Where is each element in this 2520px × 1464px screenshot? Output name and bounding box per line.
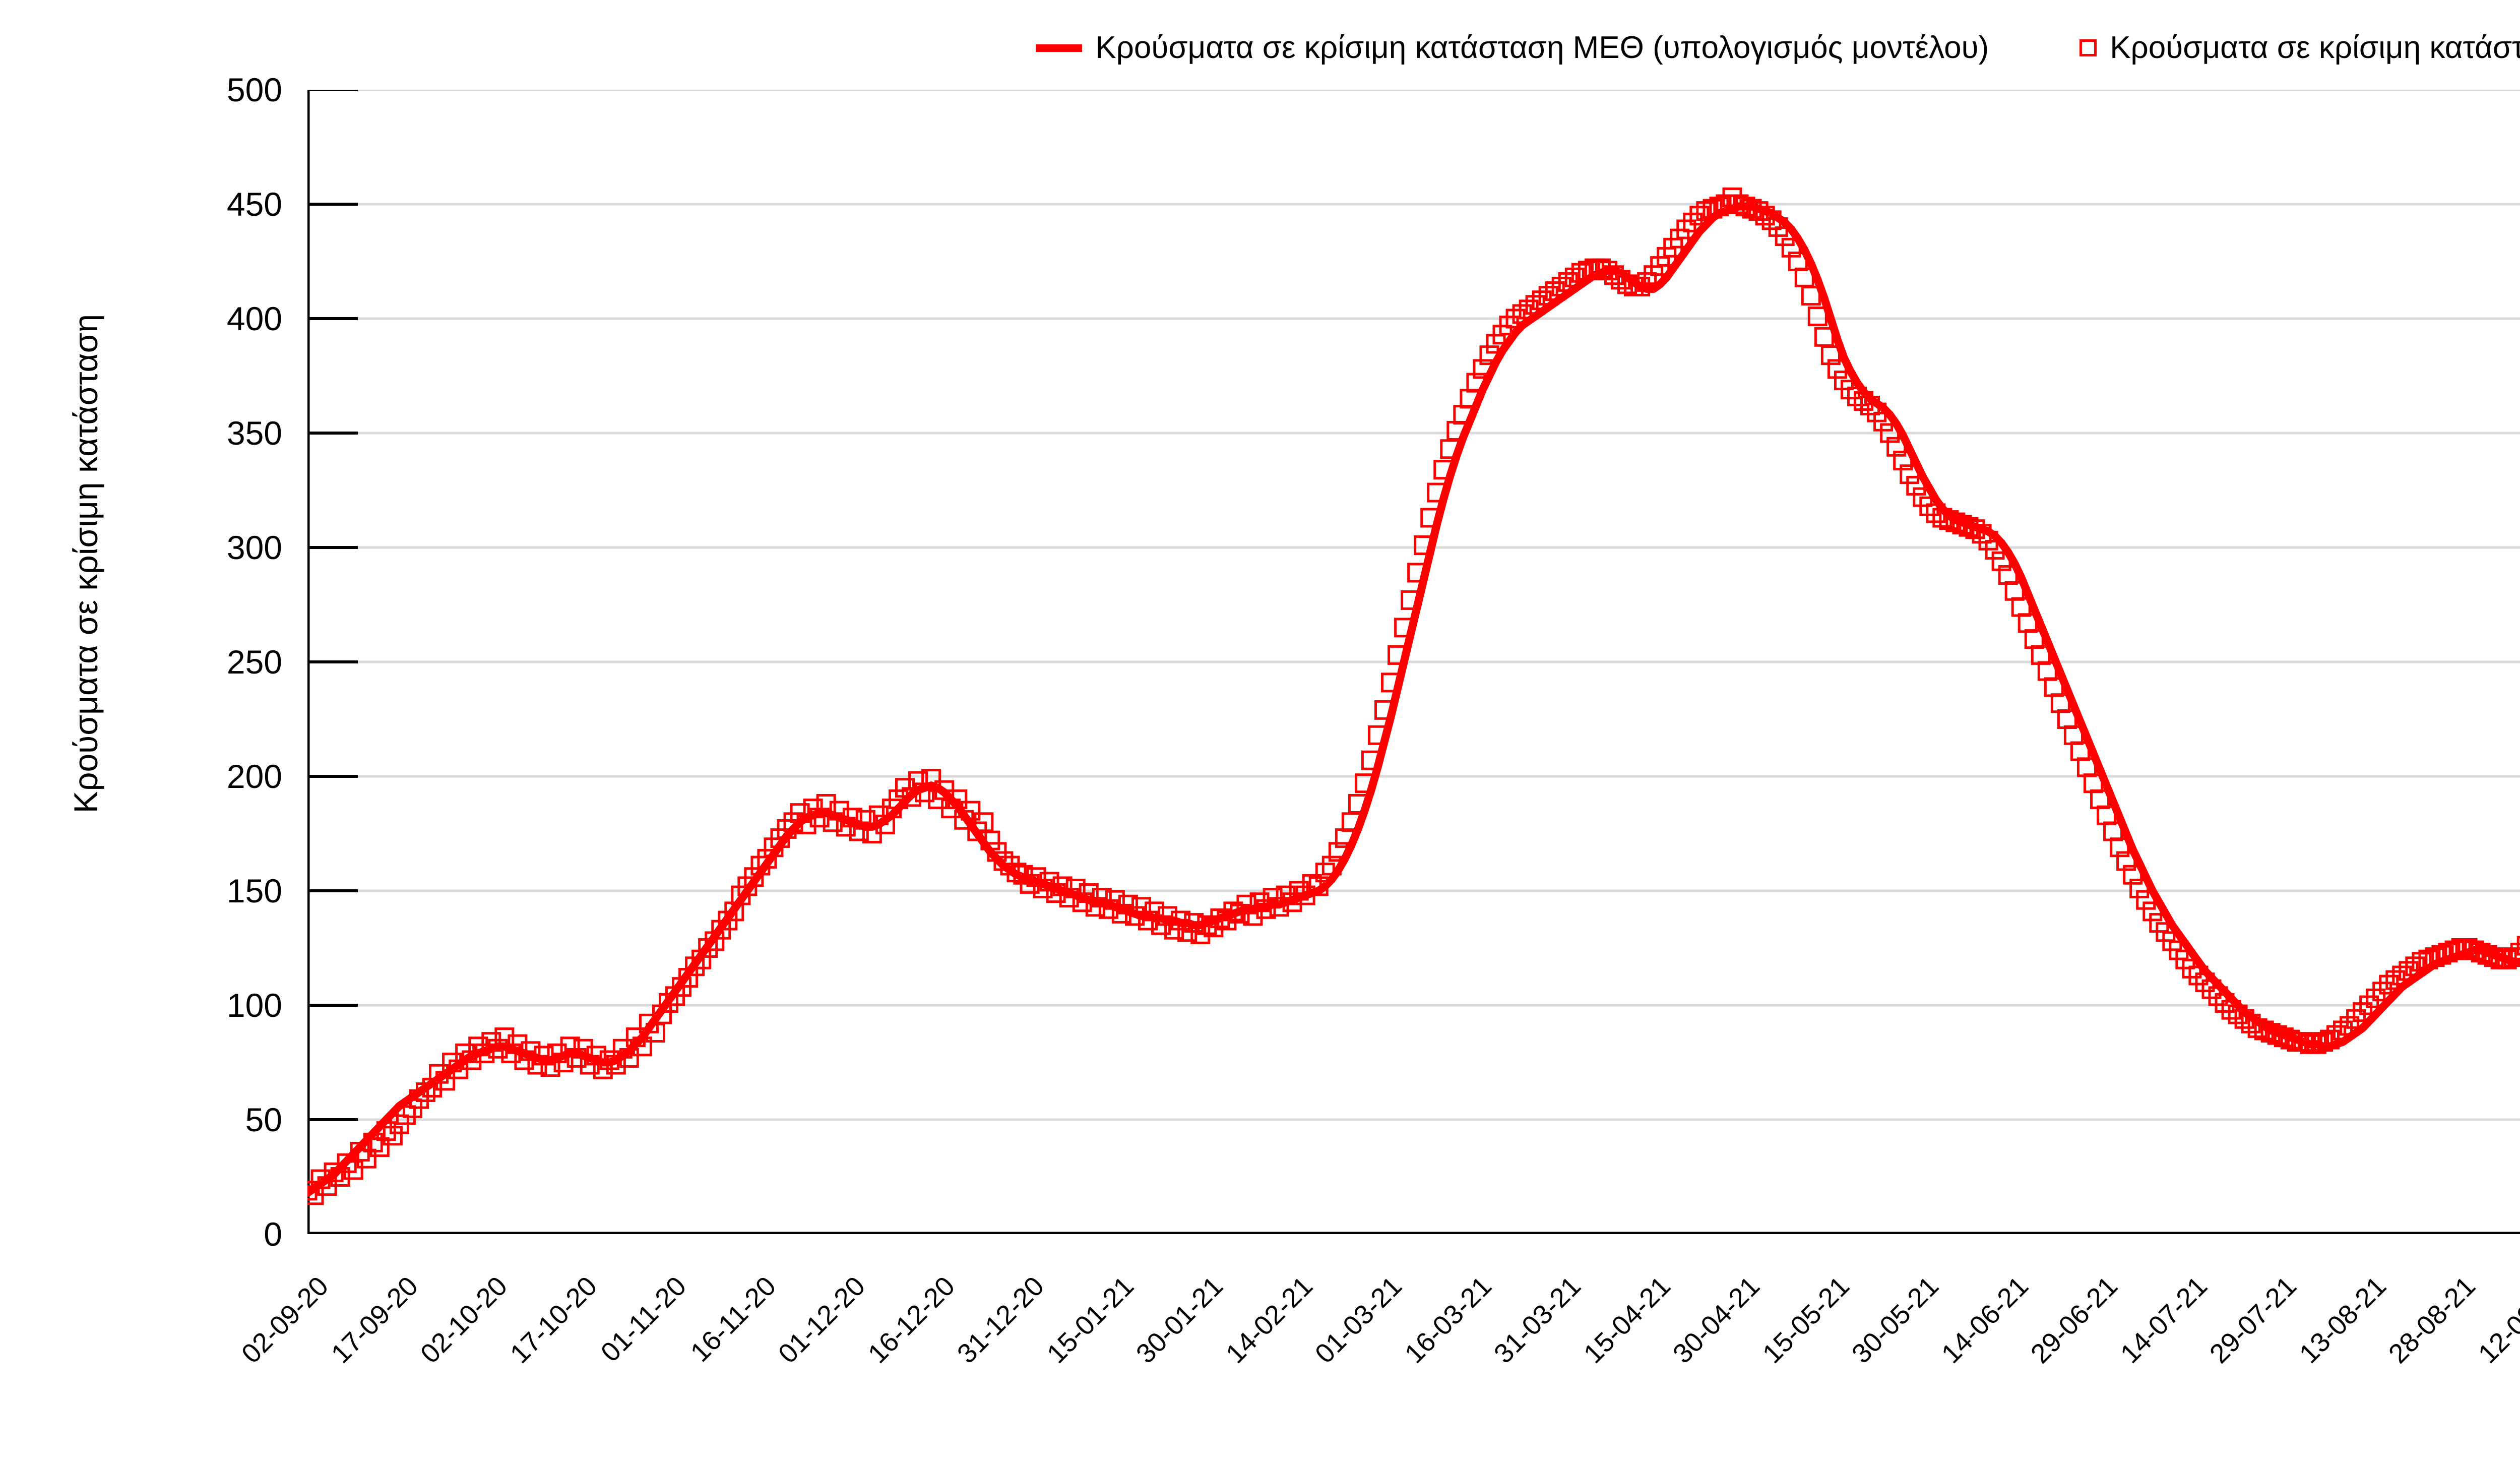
x-axis-tick-labels: 02-09-20 17-09-20 02-10-20 17-10-20 01-11-20… — [236, 1240, 2520, 1462]
plot-svg — [307, 90, 2520, 1234]
legend-label-model: Κρούσματα σε κρίσιμη κατάσταση ΜΕΘ (υπολ… — [1095, 30, 1989, 65]
y-axis-tick-label: 500 — [226, 71, 282, 108]
y-axis-tick-label: 150 — [226, 872, 282, 909]
legend-item-confirmed[interactable]: Κρούσματα σε κρίσιμη κατάσταση ΜΕΘ (επιβ… — [2080, 32, 2520, 64]
chart-legend: Κρούσματα σε κρίσιμη κατάσταση ΜΕΘ (υπολ… — [0, 20, 2520, 76]
confirmed-markers — [307, 187, 2520, 1205]
data-point-marker — [2353, 1002, 2373, 1022]
y-axis-tick-label: 300 — [226, 529, 282, 566]
data-point-marker — [1683, 212, 1703, 232]
y-axis-tick-label: 100 — [226, 987, 282, 1024]
data-point-marker — [1807, 306, 1828, 326]
y-axis-tick-label: 350 — [226, 414, 282, 452]
data-point-marker — [1676, 219, 1696, 239]
y-axis-tick-label: 50 — [245, 1101, 282, 1138]
data-point-marker — [2516, 936, 2520, 956]
y-axis-tick-labels: 500 450 400 350 300 250 200 150 100 50 0 — [86, 73, 282, 1251]
y-axis-tick-label: 200 — [226, 758, 282, 795]
data-point-marker — [2359, 995, 2379, 1015]
data-point-marker — [1689, 206, 1710, 226]
y-axis-tick-label: 400 — [226, 300, 282, 337]
data-point-marker — [2346, 1009, 2366, 1029]
data-point-marker — [383, 1126, 403, 1146]
data-point-marker — [2366, 988, 2386, 1008]
legend-label-confirmed: Κρούσματα σε κρίσιμη κατάσταση ΜΕΘ (επιβ… — [2110, 30, 2520, 65]
y-axis-tick-label: 250 — [226, 643, 282, 681]
data-point-marker — [2510, 943, 2520, 963]
data-point-marker — [369, 1137, 390, 1157]
data-point-marker — [356, 1148, 376, 1169]
legend-square-swatch-icon — [2080, 39, 2097, 56]
data-point-marker — [1814, 327, 1834, 347]
data-point-marker — [396, 1105, 416, 1125]
model-line — [307, 202, 2520, 1197]
y-axis-tick-label: 0 — [264, 1215, 282, 1253]
data-point-marker — [337, 1153, 357, 1173]
legend-line-swatch-icon — [1036, 44, 1083, 52]
data-point-marker — [2372, 982, 2392, 1002]
y-axis-tick-label: 450 — [226, 186, 282, 223]
legend-item-model[interactable]: Κρούσματα σε κρίσιμη κατάσταση ΜΕΘ (υπολ… — [1036, 32, 1989, 64]
plot-area — [307, 90, 2520, 1234]
